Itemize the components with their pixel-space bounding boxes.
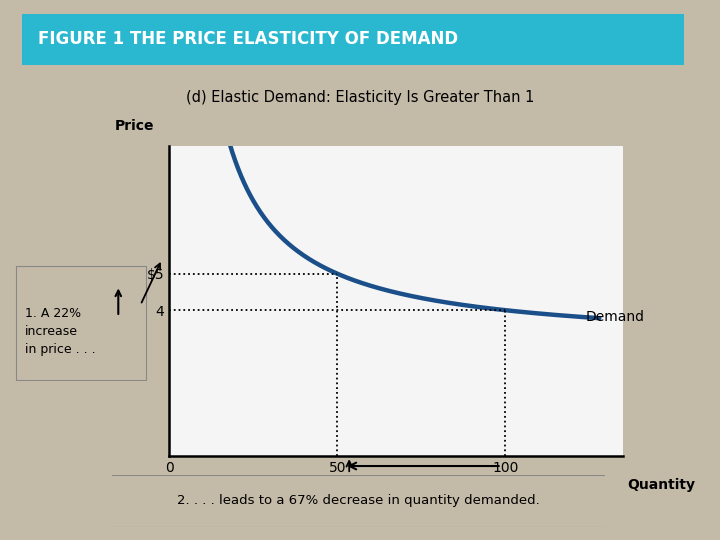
Text: (d) Elastic Demand: Elasticity Is Greater Than 1: (d) Elastic Demand: Elasticity Is Greate…	[186, 90, 534, 105]
FancyBboxPatch shape	[0, 10, 720, 68]
Text: 1. A 22%
increase
in price . . .: 1. A 22% increase in price . . .	[25, 307, 96, 356]
Text: 2. . . . leads to a 67% decrease in quantity demanded.: 2. . . . leads to a 67% decrease in quan…	[177, 494, 539, 508]
FancyBboxPatch shape	[107, 475, 610, 527]
Text: Quantity: Quantity	[627, 478, 696, 492]
Text: Price: Price	[114, 119, 154, 133]
Text: FIGURE 1 THE PRICE ELASTICITY OF DEMAND: FIGURE 1 THE PRICE ELASTICITY OF DEMAND	[38, 30, 459, 48]
Text: Demand: Demand	[586, 310, 645, 324]
FancyBboxPatch shape	[16, 266, 146, 380]
